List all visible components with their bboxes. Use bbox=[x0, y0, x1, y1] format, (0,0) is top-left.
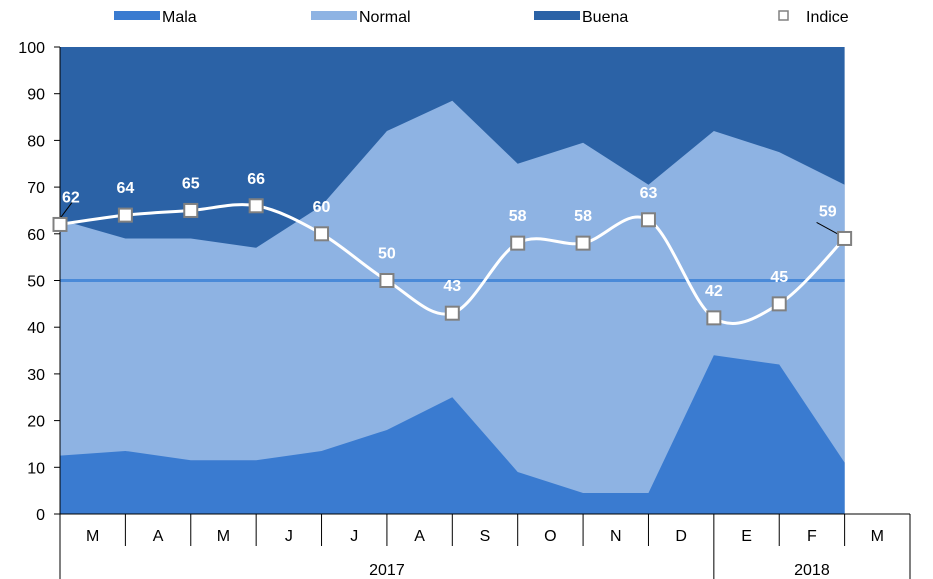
x-tick-label: M bbox=[217, 528, 230, 545]
index-data-label: 60 bbox=[313, 199, 331, 216]
index-data-label: 58 bbox=[509, 208, 527, 225]
index-data-label: 58 bbox=[574, 208, 592, 225]
y-tick-label: 0 bbox=[36, 507, 45, 524]
legend-label-indice: Indice bbox=[806, 9, 849, 26]
label-leader bbox=[816, 222, 839, 235]
x-tick-label: J bbox=[350, 528, 358, 545]
index-marker bbox=[575, 235, 591, 251]
year-label: 2017 bbox=[369, 562, 405, 579]
y-tick-label: 80 bbox=[27, 133, 45, 150]
index-data-label: 42 bbox=[705, 283, 723, 300]
y-tick-label: 90 bbox=[27, 87, 45, 104]
index-marker bbox=[706, 310, 722, 326]
index-data-label: 66 bbox=[247, 171, 265, 188]
x-tick-label: S bbox=[480, 528, 491, 545]
index-marker bbox=[771, 296, 787, 312]
legend-label-buena: Buena bbox=[582, 9, 628, 26]
year-label: 2018 bbox=[794, 562, 830, 579]
y-tick-label: 10 bbox=[27, 460, 45, 477]
index-marker bbox=[379, 273, 395, 288]
index-data-label: 65 bbox=[182, 175, 200, 192]
y-tick-label: 60 bbox=[27, 227, 45, 244]
index-marker bbox=[640, 212, 656, 228]
legend-marker-indice bbox=[778, 10, 789, 21]
index-data-label: 62 bbox=[62, 189, 80, 206]
index-data-label: 45 bbox=[770, 269, 788, 286]
x-tick-label: A bbox=[153, 528, 164, 545]
index-marker bbox=[117, 207, 133, 223]
x-tick-label: M bbox=[871, 528, 884, 545]
y-tick-label: 30 bbox=[27, 367, 45, 384]
y-tick-label: 50 bbox=[27, 274, 45, 291]
x-tick-label: F bbox=[807, 528, 817, 545]
legend-swatch-normal bbox=[311, 11, 357, 20]
x-tick-label: O bbox=[544, 528, 556, 545]
legend-swatch-buena bbox=[534, 11, 580, 20]
y-tick-label: 40 bbox=[27, 320, 45, 337]
y-tick-label: 20 bbox=[27, 414, 45, 431]
x-tick-label: E bbox=[741, 528, 752, 545]
index-marker bbox=[183, 202, 199, 218]
x-tick-label: N bbox=[610, 528, 622, 545]
legend-swatch-mala bbox=[114, 11, 160, 20]
index-data-label: 43 bbox=[443, 278, 461, 295]
label-leader bbox=[59, 202, 73, 219]
legend-label-mala: Mala bbox=[162, 9, 197, 26]
index-data-label: 59 bbox=[819, 203, 837, 220]
x-tick-label: M bbox=[86, 528, 99, 545]
index-marker bbox=[314, 226, 330, 242]
index-marker bbox=[52, 216, 68, 232]
index-data-label: 64 bbox=[116, 180, 134, 197]
legend-label-normal: Normal bbox=[359, 9, 411, 26]
y-tick-label: 70 bbox=[27, 180, 45, 197]
x-tick-label: D bbox=[675, 528, 687, 545]
index-marker bbox=[248, 198, 264, 214]
x-tick-label: A bbox=[414, 528, 425, 545]
y-tick-label: 100 bbox=[18, 40, 45, 57]
x-tick-label: J bbox=[285, 528, 293, 545]
index-data-label: 63 bbox=[640, 185, 658, 202]
index-data-label: 50 bbox=[378, 246, 396, 263]
area-mala bbox=[60, 355, 845, 514]
index-marker bbox=[510, 235, 526, 251]
index-marker bbox=[444, 305, 460, 321]
index-marker bbox=[837, 230, 853, 246]
